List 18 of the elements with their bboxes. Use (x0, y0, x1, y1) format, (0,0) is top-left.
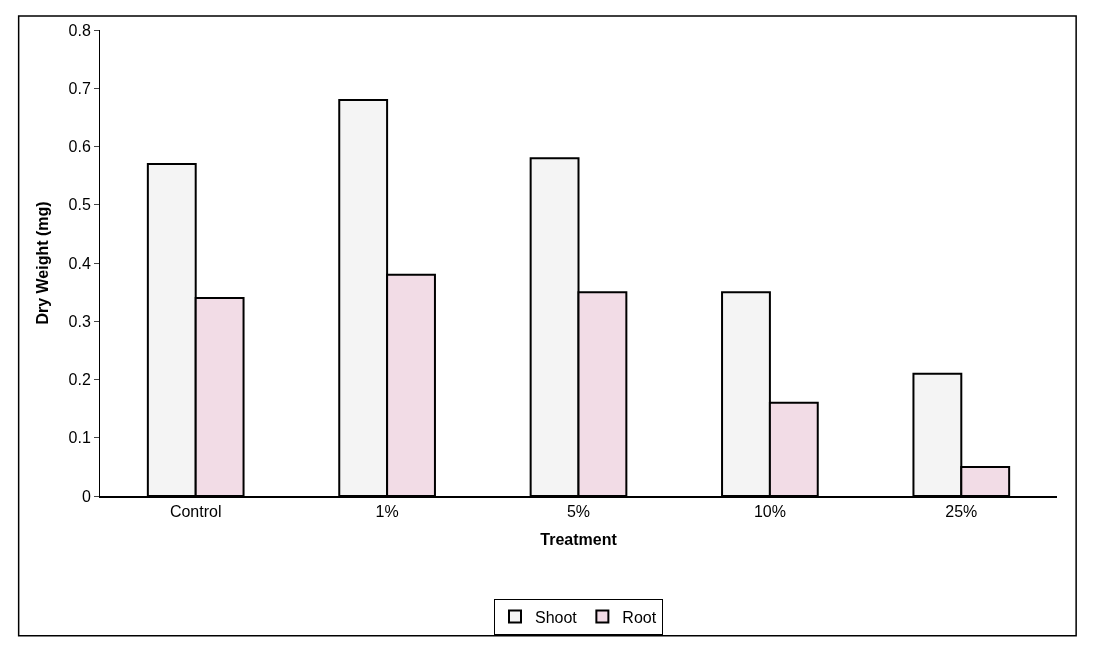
y-tick-label: 0.1 (68, 429, 91, 447)
legend-label: Root (622, 608, 657, 626)
y-tick-label: 0.3 (68, 312, 91, 330)
y-axis-title: Dry Weight (mg) (34, 201, 52, 325)
legend-label: Shoot (535, 608, 578, 626)
x-tick-label: 5% (566, 502, 591, 520)
y-tick-label: 0.7 (68, 79, 91, 97)
x-tick-label: 10% (753, 502, 786, 520)
x-axis-title: Treatment (540, 531, 618, 549)
y-tick-label: 0.8 (68, 21, 91, 39)
y-tick-label: 0 (81, 487, 91, 505)
x-tick-label: Control (169, 502, 222, 520)
y-tick-label: 0.6 (68, 138, 91, 156)
y-tick-label: 0.5 (68, 196, 91, 214)
y-tick-label: 0.4 (68, 254, 91, 272)
y-tick-label: 0.2 (68, 371, 91, 389)
x-tick-label: 25% (945, 502, 978, 520)
x-tick-label: 1% (375, 502, 399, 520)
